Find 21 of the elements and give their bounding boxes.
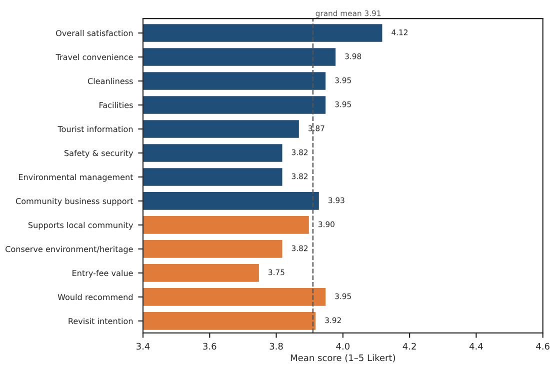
y-tick-label: Travel convenience <box>56 54 133 60</box>
x-tick-label: 3.6 <box>203 342 216 350</box>
y-tick-label: Safety & security <box>64 150 134 158</box>
x-axis-title: Mean score (1–5 Likert) <box>290 354 396 362</box>
y-tick-label: Overall satisfaction <box>56 30 133 36</box>
y-tick-label: Cleanliness <box>88 78 133 84</box>
y-tick-label: Would recommend <box>58 294 133 300</box>
y-tick-label: Community business support <box>16 198 134 206</box>
x-tick-label: 4.2 <box>402 342 416 350</box>
y-tick-label: Tourist information <box>58 126 133 132</box>
y-tick-label: Facilities <box>100 102 133 108</box>
x-tick-label: 3.8 <box>270 342 283 350</box>
y-tick-label: Entry-fee value <box>72 270 133 278</box>
x-tick-label: 4.4 <box>469 342 483 350</box>
x-tick-label: 3.4 <box>136 342 150 350</box>
y-tick-label: Environmental management <box>18 174 134 182</box>
y-tick-label: Revisit intention <box>68 318 133 324</box>
x-tick-label: 4.0 <box>336 342 350 350</box>
y-tick-label: Conserve environment/heritage <box>6 246 133 254</box>
y-tick-label: Supports local community <box>28 222 134 230</box>
x-tick-label: 4.6 <box>536 342 550 350</box>
